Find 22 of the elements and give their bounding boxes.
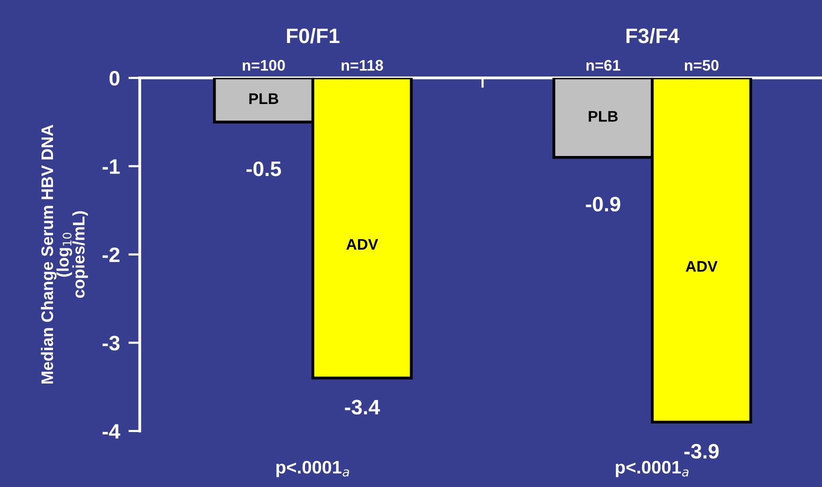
text: ADV — [686, 261, 718, 272]
y-tick-label: -4 — [102, 424, 120, 439]
y-axis-title: Median Change Serum HBV DNA (log$_{10}$ copies/mL) — [40, 124, 88, 384]
data-label: -0.5 — [246, 161, 282, 176]
text: PLB — [588, 111, 618, 122]
text: n=100 — [242, 60, 285, 71]
y-tick-label: -2 — [102, 247, 120, 262]
text: n=50 — [684, 60, 718, 71]
x-tick-label: F3/F4 — [626, 28, 680, 44]
data-label: -3.9 — [684, 444, 719, 459]
data-label: -3.4 — [344, 400, 380, 415]
y-tick-label: 0 — [110, 70, 120, 86]
text: n=61 — [586, 60, 620, 71]
text: n=118 — [342, 60, 384, 71]
data-label: -0.9 — [586, 196, 620, 212]
x-tick-label: F0/F1 — [287, 28, 340, 44]
series-label: PLB — [249, 93, 278, 104]
y-tick-label: -3 — [102, 336, 120, 351]
y-tick-label: -1 — [102, 159, 120, 174]
text: p<.0001$_{a}$ — [276, 460, 350, 478]
text: p<.0001$_{a}$ — [616, 460, 688, 478]
series-label: ADV — [346, 239, 378, 250]
